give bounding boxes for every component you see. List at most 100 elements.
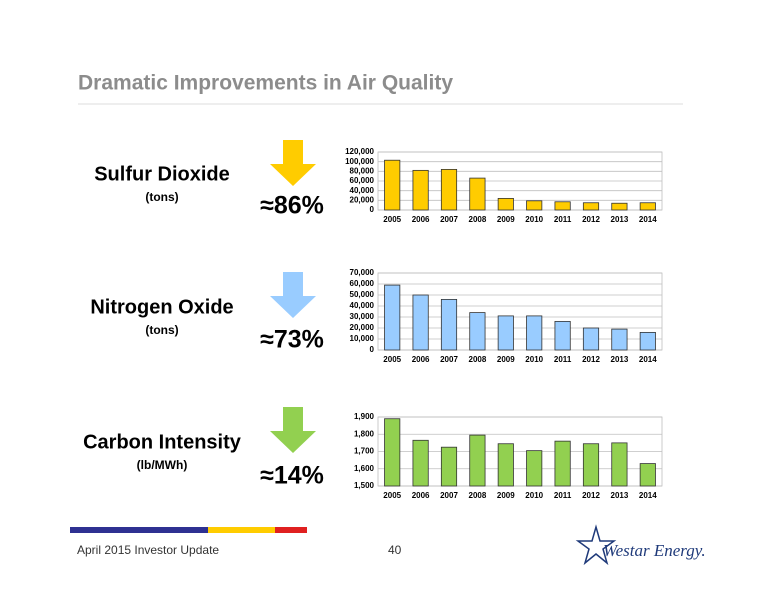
bar xyxy=(384,284,401,351)
bar xyxy=(469,312,486,351)
x-tick-label: 2013 xyxy=(611,491,629,500)
x-tick-label: 2014 xyxy=(639,355,657,364)
y-tick-label: 100,000 xyxy=(345,157,374,166)
y-tick-label: 70,000 xyxy=(350,268,375,277)
y-tick-label: 60,000 xyxy=(350,279,375,288)
bar xyxy=(611,328,628,351)
x-tick-label: 2006 xyxy=(412,215,430,224)
x-tick-label: 2012 xyxy=(582,491,600,500)
y-tick-label: 1,900 xyxy=(354,412,375,421)
bar xyxy=(611,202,628,211)
x-tick-label: 2008 xyxy=(469,491,487,500)
y-tick-label: 50,000 xyxy=(350,290,375,299)
y-tick-label: 1,600 xyxy=(354,464,375,473)
arrow xyxy=(270,407,316,453)
bar xyxy=(611,442,628,487)
x-tick-label: 2005 xyxy=(383,215,401,224)
bar xyxy=(554,440,571,487)
bar xyxy=(639,331,656,351)
bar xyxy=(582,443,600,487)
x-tick-label: 2007 xyxy=(440,355,458,364)
y-tick-label: 30,000 xyxy=(350,312,375,321)
x-tick-label: 2011 xyxy=(554,491,572,500)
x-tick-label: 2013 xyxy=(611,355,629,364)
bar xyxy=(440,168,458,211)
bar xyxy=(469,434,486,487)
bar xyxy=(412,294,429,351)
footer: April 2015 Investor Update xyxy=(77,543,219,557)
slide-title: Dramatic Improvements in Air Quality xyxy=(78,72,453,95)
bar xyxy=(412,439,429,487)
bar xyxy=(582,202,600,211)
x-tick-label: 2014 xyxy=(639,215,657,224)
bar xyxy=(440,446,458,487)
bar xyxy=(384,159,401,211)
x-tick-label: 2010 xyxy=(525,355,543,364)
bar xyxy=(639,202,656,211)
x-tick-label: 2009 xyxy=(497,355,515,364)
y-tick-label: 10,000 xyxy=(350,334,375,343)
y-tick-label: 60,000 xyxy=(350,176,375,185)
bar xyxy=(469,177,486,211)
bar xyxy=(384,418,401,487)
chart-unit: (lb/MWh) xyxy=(137,458,188,472)
chart-label: Sulfur Dioxide xyxy=(94,163,230,185)
arrow xyxy=(270,140,316,186)
bar xyxy=(526,315,543,351)
page-number: 40 xyxy=(388,543,402,557)
x-tick-label: 2009 xyxy=(497,215,515,224)
x-tick-label: 2011 xyxy=(554,355,572,364)
bar xyxy=(497,197,514,211)
bar xyxy=(639,463,656,487)
bar xyxy=(412,169,429,211)
y-tick-label: 1,500 xyxy=(354,481,375,490)
y-tick-label: 20,000 xyxy=(350,323,375,332)
reduction: ≈14% xyxy=(260,462,324,490)
y-tick-label: 0 xyxy=(370,205,375,214)
color-band xyxy=(208,527,275,533)
x-tick-label: 2008 xyxy=(469,215,487,224)
reduction: ≈86% xyxy=(260,192,324,220)
x-tick-label: 2010 xyxy=(525,491,543,500)
bar xyxy=(526,450,543,487)
y-tick-label: 120,000 xyxy=(345,147,374,156)
plot-frame xyxy=(377,416,663,487)
bar xyxy=(582,327,600,351)
x-tick-label: 2006 xyxy=(412,355,430,364)
bar xyxy=(497,443,514,487)
logo-star xyxy=(575,524,617,566)
plot-frame xyxy=(377,272,663,351)
y-tick-label: 1,800 xyxy=(354,429,375,438)
bar xyxy=(497,315,514,351)
y-tick-label: 1,700 xyxy=(354,447,375,456)
x-tick-label: 2007 xyxy=(440,215,458,224)
chart-unit: (tons) xyxy=(145,190,178,204)
x-tick-label: 2006 xyxy=(412,491,430,500)
x-tick-label: 2010 xyxy=(525,215,543,224)
x-tick-label: 2009 xyxy=(497,491,515,500)
y-tick-label: 0 xyxy=(370,345,375,354)
x-tick-label: 2014 xyxy=(639,491,657,500)
y-tick-label: 40,000 xyxy=(350,301,375,310)
chart-unit: (tons) xyxy=(145,323,178,337)
x-tick-label: 2005 xyxy=(383,355,401,364)
bar xyxy=(526,200,543,211)
color-band xyxy=(70,527,208,533)
x-tick-label: 2012 xyxy=(582,355,600,364)
logo: Westar Energy. xyxy=(603,541,706,560)
reduction: ≈73% xyxy=(260,326,324,354)
plot-frame xyxy=(377,151,663,211)
x-tick-label: 2013 xyxy=(611,215,629,224)
arrow xyxy=(270,272,316,318)
x-tick-label: 2011 xyxy=(554,215,572,224)
y-tick-label: 20,000 xyxy=(350,195,375,204)
bar xyxy=(554,320,571,351)
y-tick-label: 80,000 xyxy=(350,166,375,175)
color-band xyxy=(275,527,307,533)
y-tick-label: 40,000 xyxy=(350,186,375,195)
x-tick-label: 2005 xyxy=(383,491,401,500)
chart-label: Nitrogen Oxide xyxy=(90,296,233,318)
bar xyxy=(554,201,571,211)
x-tick-label: 2007 xyxy=(440,491,458,500)
